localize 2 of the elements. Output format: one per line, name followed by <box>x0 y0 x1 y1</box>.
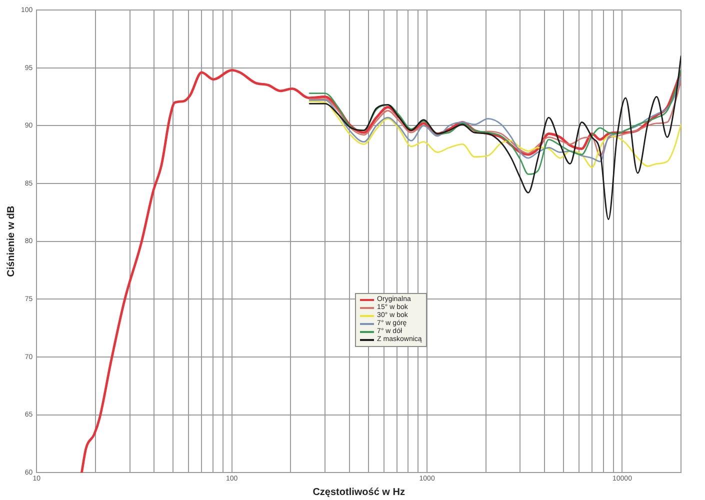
x-axis-title: Częstotliwość w Hz <box>312 486 405 498</box>
y-axis-title: Ciśnienie w dB <box>6 206 17 277</box>
